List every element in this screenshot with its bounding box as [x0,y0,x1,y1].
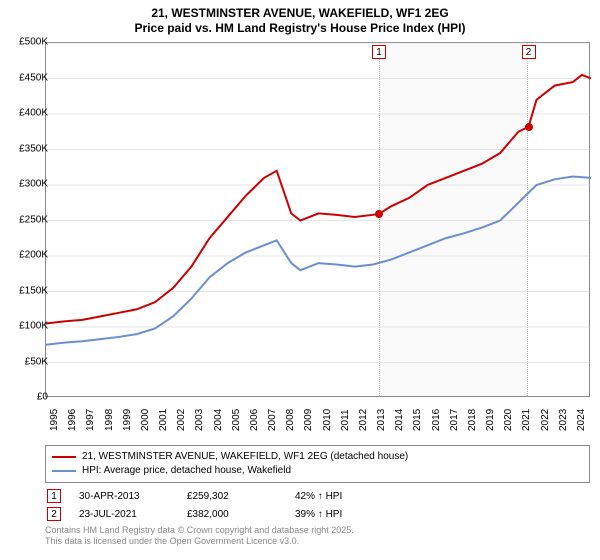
x-axis-label: 2008 [285,409,296,431]
footnote: Contains HM Land Registry data © Crown c… [45,523,590,548]
legend-swatch-price [52,456,76,458]
y-axis-label: £250K [19,214,48,225]
x-axis-label: 1995 [49,409,60,431]
plot-area: 12 [45,42,590,397]
x-axis-label: 2001 [158,409,169,431]
info-row-1: 1 30-APR-2013 £259,302 42% ↑ HPI [45,487,590,505]
chart-marker-dot [375,210,383,218]
x-axis-label: 2017 [449,409,460,431]
x-axis-label: 1998 [104,409,115,431]
legend-row-price: 21, WESTMINSTER AVENUE, WAKEFIELD, WF1 2… [52,450,583,464]
info-date-1: 30-APR-2013 [79,491,169,502]
y-axis-label: £100K [19,321,48,332]
x-axis-label: 2020 [503,409,514,431]
series-svg [46,43,589,396]
legend-box: 21, WESTMINSTER AVENUE, WAKEFIELD, WF1 2… [45,445,590,483]
x-axis-label: 2009 [303,409,314,431]
footnote-line-1: Contains HM Land Registry data © Crown c… [45,525,590,536]
info-hpi-1: 42% ↑ HPI [295,491,385,502]
x-axis-label: 1997 [85,409,96,431]
x-axis-label: 1996 [67,409,78,431]
x-axis-label: 2004 [213,409,224,431]
info-price-1: £259,302 [187,491,277,502]
chart-marker-dot [525,123,533,131]
y-axis-label: £500K [19,37,48,48]
y-axis-label: £350K [19,143,48,154]
x-axis-label: 2015 [412,409,423,431]
x-axis-label: 2014 [394,409,405,431]
y-axis-label: £0 [37,392,48,403]
title-line-2: Price paid vs. HM Land Registry's House … [0,21,600,36]
legend-and-info: 21, WESTMINSTER AVENUE, WAKEFIELD, WF1 2… [45,445,590,548]
footnote-line-2: This data is licensed under the Open Gov… [45,536,590,547]
x-axis-label: 2003 [194,409,205,431]
y-axis-label: £200K [19,250,48,261]
x-axis-label: 2006 [249,409,260,431]
y-axis-label: £150K [19,285,48,296]
legend-label-hpi: HPI: Average price, detached house, Wake… [82,464,291,478]
chart-marker-box: 1 [372,45,386,59]
chart-marker-box: 2 [522,45,536,59]
x-axis-label: 2000 [140,409,151,431]
legend-swatch-hpi [52,470,76,472]
x-axis-label: 2007 [267,409,278,431]
x-axis-label: 2018 [467,409,478,431]
legend-label-price: 21, WESTMINSTER AVENUE, WAKEFIELD, WF1 2… [82,450,408,464]
chart-title: 21, WESTMINSTER AVENUE, WAKEFIELD, WF1 2… [0,0,600,38]
x-axis-label: 2022 [540,409,551,431]
y-axis-label: £400K [19,108,48,119]
x-axis-label: 2016 [431,409,442,431]
x-axis-label: 2012 [358,409,369,431]
legend-row-hpi: HPI: Average price, detached house, Wake… [52,464,583,478]
info-row-2: 2 23-JUL-2021 £382,000 39% ↑ HPI [45,505,590,523]
x-axis-label: 2005 [231,409,242,431]
info-marker-1: 1 [47,489,61,503]
info-date-2: 23-JUL-2021 [79,509,169,520]
x-axis-label: 2002 [176,409,187,431]
x-axis-label: 2023 [558,409,569,431]
title-line-1: 21, WESTMINSTER AVENUE, WAKEFIELD, WF1 2… [0,6,600,21]
info-price-2: £382,000 [187,509,277,520]
y-axis-label: £300K [19,179,48,190]
x-axis-label: 2021 [521,409,532,431]
x-axis-label: 2011 [340,409,351,431]
chart-container: 21, WESTMINSTER AVENUE, WAKEFIELD, WF1 2… [0,0,600,560]
y-axis-label: £450K [19,72,48,83]
x-axis-label: 2013 [376,409,387,431]
info-marker-2: 2 [47,507,61,521]
x-axis-label: 2010 [322,409,333,431]
info-hpi-2: 39% ↑ HPI [295,509,385,520]
x-axis-label: 2024 [576,409,587,431]
y-axis-label: £50K [25,356,48,367]
x-axis-label: 2019 [485,409,496,431]
x-axis-label: 1999 [122,409,133,431]
